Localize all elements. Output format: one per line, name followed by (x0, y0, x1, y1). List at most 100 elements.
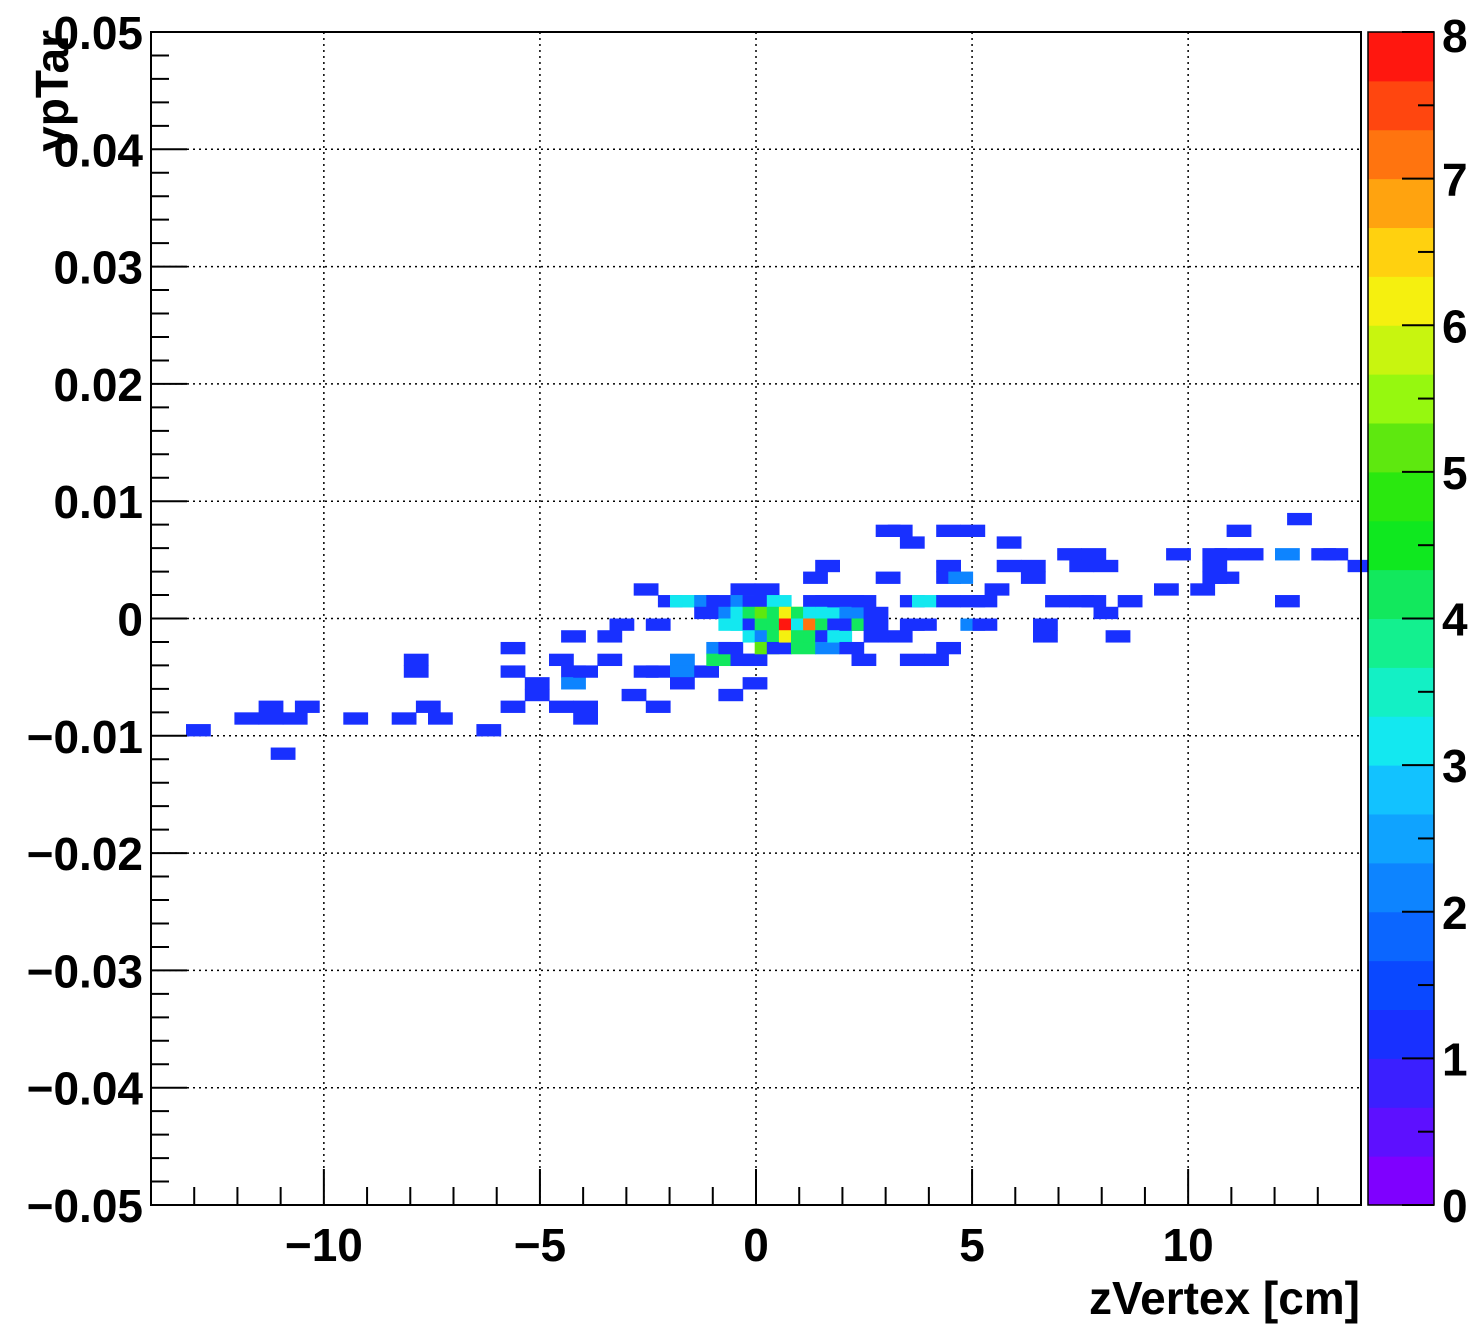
heatmap-bin (1045, 595, 1070, 608)
heatmap-bin (875, 571, 901, 584)
heatmap-bin (718, 641, 744, 655)
heatmap-bin (1069, 559, 1095, 573)
colorbar-segment (1368, 325, 1434, 375)
heatmap-bin (500, 641, 526, 655)
heatmap-bin (863, 606, 889, 620)
heatmap-bin (694, 665, 719, 678)
heatmap-bin (839, 606, 865, 620)
heatmap-bin (1020, 559, 1046, 573)
heatmap-bin (803, 571, 828, 584)
heatmap-bin (742, 677, 768, 690)
y-tick-label: 0.01 (53, 476, 143, 528)
heatmap-bin (936, 595, 961, 608)
colorbar-segment (1368, 911, 1434, 962)
colorbar-tick-label: 2 (1442, 887, 1468, 939)
heatmap-bin (282, 712, 308, 725)
heatmap-bin (1081, 548, 1107, 561)
heatmap-bin (1214, 548, 1240, 561)
heatmap-bin (609, 618, 635, 631)
heatmap-bin (186, 724, 211, 737)
heatmap-bin (996, 536, 1022, 549)
x-tick-label: 0 (743, 1219, 769, 1271)
heatmap-bin (1202, 559, 1228, 573)
heatmap-bin (524, 677, 550, 690)
heatmap-bin (258, 712, 284, 725)
heatmap-bin (234, 712, 260, 725)
heatmap-bin (827, 630, 853, 643)
heatmap-bin (766, 595, 792, 608)
y-tick-label: −0.02 (27, 828, 143, 880)
heatmap-bin (549, 653, 574, 667)
heatmap-bin (730, 583, 756, 596)
heatmap-bin (573, 665, 598, 678)
heatmap-bin (815, 641, 840, 655)
heatmap-bin (270, 747, 296, 760)
heatmap-bin (391, 712, 417, 725)
colorbar-tick-label: 8 (1442, 10, 1468, 62)
heatmap-bin (815, 606, 840, 620)
colorbar-segment (1368, 765, 1434, 815)
heatmap-bin (645, 700, 671, 713)
colorbar-tick-label: 0 (1442, 1180, 1468, 1232)
heatmap-bin (403, 653, 429, 667)
heatmap-bin (621, 688, 647, 702)
x-axis-title: zVertex [cm] (1089, 1272, 1360, 1324)
axis-ticks (150, 31, 1362, 1206)
heatmap-bin (476, 724, 502, 737)
colorbar-segment (1368, 862, 1434, 913)
heatmap-bin (791, 641, 816, 655)
heatmap-bin (936, 524, 961, 537)
heatmap-bin (633, 583, 659, 596)
heatmap-bin (706, 653, 732, 667)
colorbar-segment (1368, 129, 1434, 180)
colorbar-segment (1368, 569, 1434, 620)
heatmap-bin (718, 688, 744, 702)
colorbar-tick-label: 7 (1442, 154, 1468, 206)
heatmap-bin (863, 618, 889, 631)
heatmap-bin (573, 700, 598, 713)
heatmap-bin (1275, 595, 1300, 608)
heatmap-bin (936, 641, 961, 655)
colorbar-segment (1368, 716, 1434, 766)
heatmap-bin (924, 653, 949, 667)
colorbar-segment (1368, 1009, 1434, 1059)
colorbar-tick-label: 5 (1442, 447, 1468, 499)
heatmap-bin (1154, 583, 1179, 596)
colorbar-segment (1368, 178, 1434, 229)
x-tick-label: 10 (1163, 1219, 1214, 1271)
x-tick-labels: −10 −5 0 5 10 (285, 1219, 1214, 1271)
colorbar-segment (1368, 471, 1434, 522)
heatmap-bin (1093, 559, 1119, 573)
heatmap-bin (815, 559, 840, 573)
heatmap-bin (403, 665, 429, 678)
heatmap-bin (899, 536, 925, 549)
heatmap-bin (984, 583, 1010, 596)
heatmap-bin (742, 653, 768, 667)
heatmap-bin (670, 653, 695, 667)
heatmap-bin (1081, 595, 1107, 608)
heatmap-bin (1033, 630, 1058, 643)
y-axis-title: ypTar (26, 30, 78, 152)
heatmap-bin (1238, 548, 1264, 561)
heatmap-bin (1287, 512, 1312, 526)
colorbar-segment (1368, 276, 1434, 326)
heatmap-bin (645, 665, 671, 678)
heatmap-bin (415, 700, 441, 713)
heatmap-bin (996, 559, 1022, 573)
heatmap-bin (258, 700, 284, 713)
x-tick-label: −5 (514, 1219, 566, 1271)
heatmap-bin (912, 618, 937, 631)
y-tick-label: −0.04 (27, 1063, 144, 1115)
heatmap-bin (1166, 548, 1191, 561)
heatmap-bin (766, 641, 792, 655)
heatmap-bin (839, 641, 865, 655)
colorbar-segment (1368, 32, 1434, 82)
colorbar-tick-label: 6 (1442, 300, 1468, 352)
color-scale-bar: 0 1 2 3 4 5 6 7 8 (1367, 10, 1468, 1232)
heatmap-bin (1020, 571, 1046, 584)
colorbar-segment (1368, 1058, 1434, 1108)
heatmap-bin (561, 630, 586, 643)
heatmap-bin (670, 677, 695, 690)
heatmap-bin (1033, 618, 1058, 631)
